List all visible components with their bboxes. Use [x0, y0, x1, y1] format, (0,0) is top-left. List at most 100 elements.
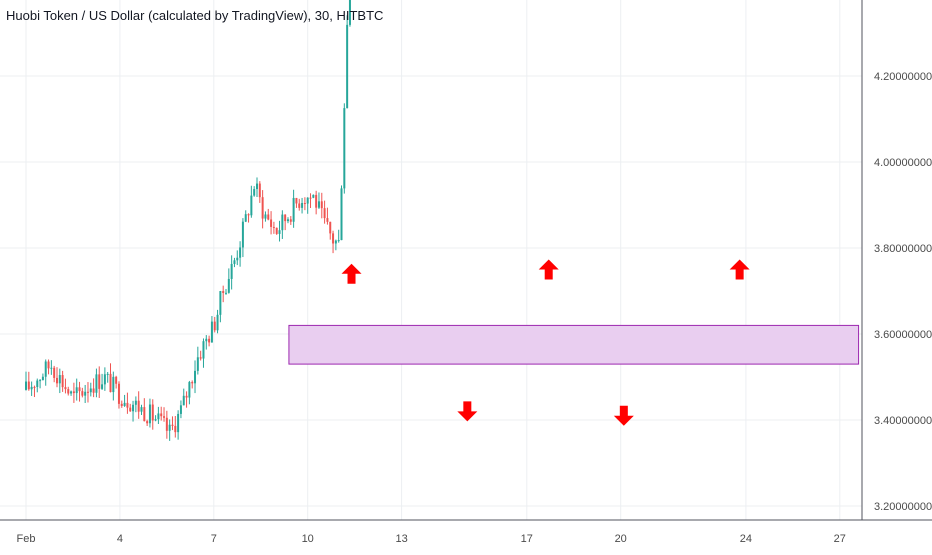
candle-body — [27, 381, 30, 390]
candle-body — [301, 203, 304, 208]
candle-body — [225, 292, 228, 294]
candle-body — [165, 417, 168, 431]
candle-body — [129, 407, 132, 412]
arrow-down-marker — [613, 405, 634, 426]
candle-body — [289, 219, 292, 222]
candle-body — [270, 219, 273, 227]
candle-body — [151, 404, 154, 421]
candle-body — [329, 221, 332, 234]
candle-body — [210, 321, 213, 343]
candle-body — [44, 361, 47, 377]
candle-body — [250, 195, 253, 216]
candle-body — [337, 240, 340, 242]
candle-body — [58, 375, 61, 384]
candle-body — [92, 388, 95, 393]
x-tick-label: 13 — [395, 533, 407, 545]
candle-body — [315, 194, 318, 208]
candle-body — [163, 416, 166, 418]
candle-body — [188, 382, 191, 398]
candle-body — [61, 375, 64, 388]
candle-body — [208, 338, 211, 343]
candle-body — [199, 357, 202, 359]
candle-body — [112, 376, 115, 393]
candle-body — [154, 419, 157, 421]
candle-body — [182, 395, 185, 406]
candle-body — [219, 291, 222, 315]
candle-body — [134, 400, 137, 405]
candle-body — [67, 389, 70, 394]
candle-body — [98, 374, 101, 389]
candle-body — [292, 197, 295, 222]
candle-body — [126, 402, 129, 408]
arrows — [341, 259, 750, 426]
candle-body — [168, 424, 171, 431]
candle-body — [146, 421, 149, 424]
x-tick-label: 7 — [211, 533, 217, 545]
candle-body — [298, 203, 301, 208]
x-tick-label: 10 — [302, 533, 314, 545]
candle-body — [185, 395, 188, 398]
arrow-up-marker — [538, 259, 559, 280]
x-tick-label: 17 — [521, 533, 533, 545]
candle-body — [213, 321, 216, 331]
candle-body — [50, 367, 53, 369]
candle-body — [284, 214, 287, 222]
candle-body — [53, 367, 56, 378]
candle-body — [222, 291, 225, 294]
candle-body — [117, 383, 120, 404]
candle-body — [196, 357, 199, 371]
candle-body — [120, 403, 123, 406]
candle-body — [323, 208, 326, 219]
candle-body — [33, 386, 36, 388]
candle-body — [132, 404, 135, 412]
candle-body — [171, 424, 174, 426]
candle-body — [275, 227, 278, 234]
candle-body — [241, 221, 244, 248]
y-tick-label: 4.20000000 — [874, 71, 932, 83]
candle-body — [348, 0, 351, 25]
candle-body — [64, 387, 67, 390]
x-tick-label: 24 — [740, 533, 752, 545]
candle-body — [78, 387, 81, 392]
candle-body — [109, 373, 112, 393]
candle-body — [177, 413, 180, 433]
y-tick-label: 3.40000000 — [874, 415, 932, 427]
candle-body — [25, 381, 27, 390]
candle-body — [30, 386, 33, 390]
candle-body — [236, 257, 239, 261]
candle-body — [267, 214, 270, 220]
candle-body — [278, 230, 281, 234]
candle-body — [55, 377, 58, 384]
grid — [0, 0, 862, 520]
candle-body — [101, 384, 104, 389]
candle-body — [332, 233, 335, 244]
candle-body — [258, 183, 261, 198]
candle-body — [286, 219, 289, 222]
candle-body — [140, 407, 143, 412]
arrow-up-marker — [729, 259, 750, 280]
y-tick-label: 3.80000000 — [874, 243, 932, 255]
candle-body — [340, 188, 343, 241]
candle-body — [174, 425, 177, 433]
y-tick-label: 4.00000000 — [874, 157, 932, 169]
candle-body — [75, 387, 78, 394]
candle-body — [123, 402, 126, 406]
candle-body — [264, 214, 267, 219]
candle-body — [247, 214, 250, 216]
candle-body — [194, 370, 197, 384]
candle-body — [205, 338, 208, 342]
candles — [25, 0, 351, 441]
candle-body — [39, 380, 42, 382]
candle-body — [306, 197, 309, 204]
candle-body — [326, 218, 329, 222]
candle-body — [227, 278, 230, 293]
candle-body — [346, 24, 349, 109]
candle-body — [312, 194, 315, 198]
candle-body — [230, 263, 233, 279]
candle-body — [95, 374, 98, 393]
x-tick-label: 4 — [117, 533, 123, 545]
candle-body — [148, 404, 151, 424]
candle-body — [253, 189, 256, 196]
